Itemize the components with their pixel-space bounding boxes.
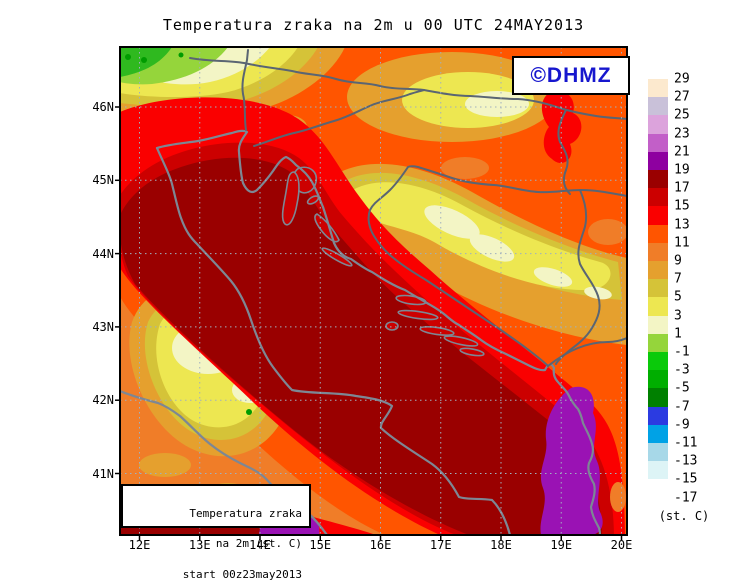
- x-axis-label-14E: 14E: [249, 538, 271, 552]
- region-green-dot: [246, 409, 252, 415]
- y-axis-label-41N: 41N: [92, 466, 114, 481]
- region-patch-orange: [610, 482, 626, 512]
- x-axis-label-19E: 19E: [550, 538, 573, 552]
- legend-swatch-7: [648, 206, 668, 225]
- region-bosnia-pale: [584, 286, 612, 300]
- islands: [281, 166, 485, 357]
- info-line-2: na 2m (st. C): [215, 537, 302, 551]
- legend-label-21: 21: [674, 144, 690, 160]
- legend-swatch-13: [648, 315, 668, 334]
- region-adriatic-maroon: [120, 157, 602, 535]
- y-axis-label-42N: 42N: [92, 393, 114, 408]
- legend-label--9: -9: [674, 417, 690, 433]
- legend-label-29: 29: [674, 71, 690, 87]
- legend-label--7: -7: [674, 399, 690, 415]
- page-title: Temperatura zraka na 2m u 00 UTC 24MAY20…: [162, 16, 585, 34]
- legend-swatch-19: [648, 424, 668, 443]
- dhmz-watermark-box: ©DHMZ: [512, 56, 630, 95]
- x-axis-label-18E: 18E: [490, 538, 512, 552]
- legend-label--5: -5: [674, 380, 690, 396]
- legend-label-13: 13: [674, 217, 690, 233]
- y-axis-label-44N: 44N: [92, 246, 114, 261]
- legend-label--1: -1: [674, 344, 690, 360]
- info-line-1: Temperatura zraka: [189, 506, 302, 520]
- region-green-dot: [178, 52, 184, 58]
- y-axis-label-43N: 43N: [92, 319, 114, 334]
- region-green-dot: [141, 57, 147, 63]
- legend-label--17: -17: [674, 490, 698, 506]
- axis-ticks: [115, 106, 623, 540]
- map-layers: [120, 47, 627, 535]
- plot-frame: [119, 46, 628, 536]
- legend-swatch-20: [648, 443, 668, 462]
- legend-swatch-3: [648, 133, 668, 152]
- legend-label-25: 25: [674, 107, 690, 123]
- region-bosnia-pale: [424, 205, 480, 239]
- legend-swatch-1: [648, 97, 668, 116]
- region-patch-orange: [441, 157, 489, 179]
- legend-swatch-21: [648, 461, 668, 480]
- legend-swatch-16: [648, 370, 668, 389]
- legend-label--3: -3: [674, 362, 690, 378]
- y-axis-label-45N: 45N: [92, 173, 114, 188]
- region-patch-orange: [588, 219, 627, 245]
- legend-label-23: 23: [674, 126, 690, 142]
- legend-label-11: 11: [674, 235, 690, 251]
- legend-label-9: 9: [674, 253, 682, 269]
- legend-swatch-15: [648, 352, 668, 371]
- x-axis-label-12E: 12E: [128, 538, 151, 552]
- info-line-3: start 00z23may2013: [182, 568, 302, 582]
- legend-label--15: -15: [674, 471, 698, 487]
- legend-label-17: 17: [674, 180, 690, 196]
- x-axis-label-16E: 16E: [369, 538, 392, 552]
- y-axis-label-46N: 46N: [92, 100, 114, 114]
- region-bosnia-pale: [469, 234, 515, 262]
- legend-label-5: 5: [674, 289, 682, 305]
- legend-swatch-2: [648, 115, 668, 134]
- legend-label-15: 15: [674, 198, 690, 214]
- country-borders: [189, 49, 627, 367]
- legend-swatch-11: [648, 279, 668, 298]
- legend-swatch-9: [648, 242, 668, 261]
- region-patch-gold: [139, 453, 191, 477]
- legend-label-1: 1: [674, 326, 682, 342]
- legend-swatch-17: [648, 388, 668, 407]
- legend-swatch-18: [648, 406, 668, 425]
- dhmz-watermark-text: ©DHMZ: [530, 63, 612, 87]
- legend-swatch-22: [648, 479, 668, 498]
- legend-label-27: 27: [674, 89, 690, 105]
- legend-swatch-12: [648, 297, 668, 316]
- legend-swatch-6: [648, 188, 668, 207]
- legend-label--11: -11: [674, 435, 698, 451]
- x-axis-label-17E: 17E: [429, 538, 452, 552]
- legend-swatch-0: [648, 79, 668, 98]
- legend-swatch-5: [648, 170, 668, 189]
- legend-swatch-10: [648, 261, 668, 280]
- legend-unit: (st. C): [658, 509, 710, 523]
- legend-swatch-4: [648, 151, 668, 170]
- legend-label-7: 7: [674, 271, 682, 287]
- graticule-grid: [120, 47, 627, 535]
- legend-swatch-14: [648, 333, 668, 352]
- x-axis-label-13E: 13E: [188, 538, 211, 552]
- x-axis-label-20E: 20E: [610, 538, 633, 552]
- region-green-dot: [125, 54, 131, 60]
- region-bosnia-pale: [533, 267, 573, 287]
- region-purple-south-adriatic: [540, 386, 603, 535]
- run-info-box: Temperatura zraka na 2m (st. C) start 00…: [121, 484, 311, 581]
- legend-label-3: 3: [674, 308, 682, 324]
- legend-label-19: 19: [674, 162, 690, 178]
- legend-swatch-8: [648, 224, 668, 243]
- x-axis-label-15E: 15E: [309, 538, 332, 552]
- legend-label--13: -13: [674, 453, 698, 469]
